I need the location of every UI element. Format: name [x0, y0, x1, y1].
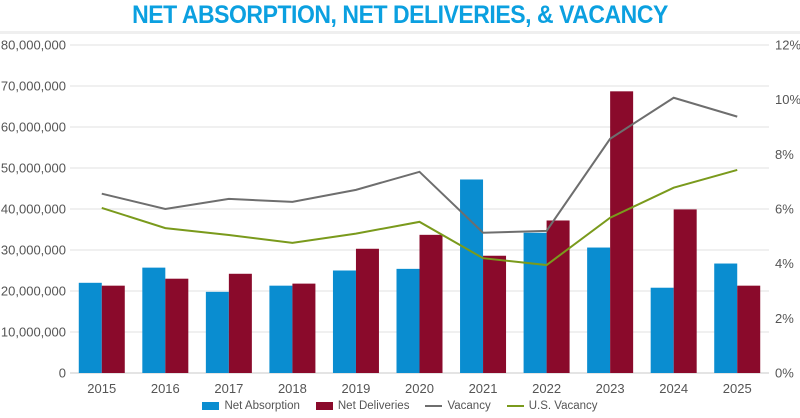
bar-net-absorption: [269, 285, 293, 373]
x-tick-label: 2019: [341, 381, 370, 396]
title-separator: [0, 31, 800, 34]
x-tick-label: 2017: [214, 381, 243, 396]
legend-swatch-us-vacancy: [506, 405, 524, 407]
bars: [78, 91, 761, 373]
legend-swatch-vacancy: [425, 405, 443, 407]
legend-label: Vacancy: [447, 400, 491, 412]
legend-item-vacancy: Vacancy: [425, 400, 491, 412]
bar-net-absorption: [714, 263, 738, 373]
chart-title: NET ABSORPTION, NET DELIVERIES, & VACANC…: [132, 1, 668, 29]
y2-tick-label: 2%: [775, 311, 794, 326]
y2-tick-label: 0%: [775, 366, 794, 381]
bar-net-absorption: [332, 270, 356, 373]
legend-swatch-net-absorption: [202, 402, 220, 410]
y2-tick-label: 4%: [775, 256, 794, 271]
bar-net-deliveries: [673, 209, 697, 373]
legend-label: Net Absorption: [224, 400, 300, 412]
y-tick-label: 40,000,000: [1, 202, 66, 217]
line-vacancy: [101, 96, 738, 234]
x-tick-label: 2025: [723, 381, 752, 396]
bar-net-absorption: [523, 232, 547, 373]
legend-label: Net Deliveries: [337, 400, 410, 412]
x-tick-label: 2016: [151, 381, 180, 396]
x-tick-label: 2023: [596, 381, 625, 396]
y2-tick-label: 12%: [775, 38, 800, 53]
bar-net-deliveries: [101, 285, 125, 373]
y-axis-left: 0 10,000,000 20,000,000 30,000,000 40,000,00…: [1, 38, 66, 381]
bar-net-deliveries: [292, 283, 316, 373]
legend-swatch-net-deliveries: [315, 402, 333, 410]
y-tick-label: 60,000,000: [1, 120, 66, 135]
bar-net-deliveries: [546, 220, 570, 373]
legend-item-us-vacancy: U.S. Vacancy: [506, 400, 598, 412]
bar-net-deliveries: [610, 91, 634, 373]
x-tick-label: 2022: [532, 381, 561, 396]
bar-net-deliveries: [165, 278, 189, 373]
y2-tick-label: 8%: [775, 147, 794, 162]
lines: [101, 96, 738, 267]
bar-net-absorption: [205, 291, 229, 373]
bar-net-deliveries: [419, 234, 443, 373]
y-tick-label: 70,000,000: [1, 79, 66, 94]
bar-net-absorption: [396, 268, 420, 373]
bar-net-absorption: [650, 287, 674, 373]
bar-net-deliveries: [483, 255, 507, 373]
y-tick-label: 20,000,000: [1, 284, 66, 299]
x-tick-label: 2015: [87, 381, 116, 396]
bar-net-deliveries: [355, 248, 379, 373]
bar-net-absorption: [78, 282, 102, 373]
x-tick-label: 2018: [278, 381, 307, 396]
x-tick-label: 2024: [659, 381, 688, 396]
bar-net-deliveries: [228, 273, 252, 373]
legend-item-net-absorption: Net Absorption: [202, 400, 300, 412]
y2-tick-label: 6%: [775, 202, 794, 217]
legend-label: U.S. Vacancy: [528, 400, 598, 412]
y-tick-label: 10,000,000: [1, 325, 66, 340]
x-tick-label: 2020: [405, 381, 434, 396]
x-tick-label: 2021: [469, 381, 498, 396]
legend: Net Absorption Net Deliveries Vacancy U.…: [0, 400, 800, 412]
bar-net-deliveries: [737, 285, 761, 373]
bar-net-absorption: [460, 179, 484, 373]
bar-net-absorption: [142, 267, 166, 373]
y-tick-label: 50,000,000: [1, 161, 66, 176]
y-axis-right: 0% 2% 4% 6% 8% 10% 12%: [775, 38, 800, 381]
y-tick-label: 80,000,000: [1, 38, 66, 53]
x-axis: 2015 2016 2017 2018 2019 2020 2021 2022 2023 2024…: [87, 381, 751, 396]
y-tick-label: 0: [59, 366, 66, 381]
bar-net-absorption: [587, 247, 611, 373]
legend-item-net-deliveries: Net Deliveries: [315, 400, 410, 412]
y2-tick-label: 10%: [775, 92, 800, 107]
y-tick-label: 30,000,000: [1, 243, 66, 258]
